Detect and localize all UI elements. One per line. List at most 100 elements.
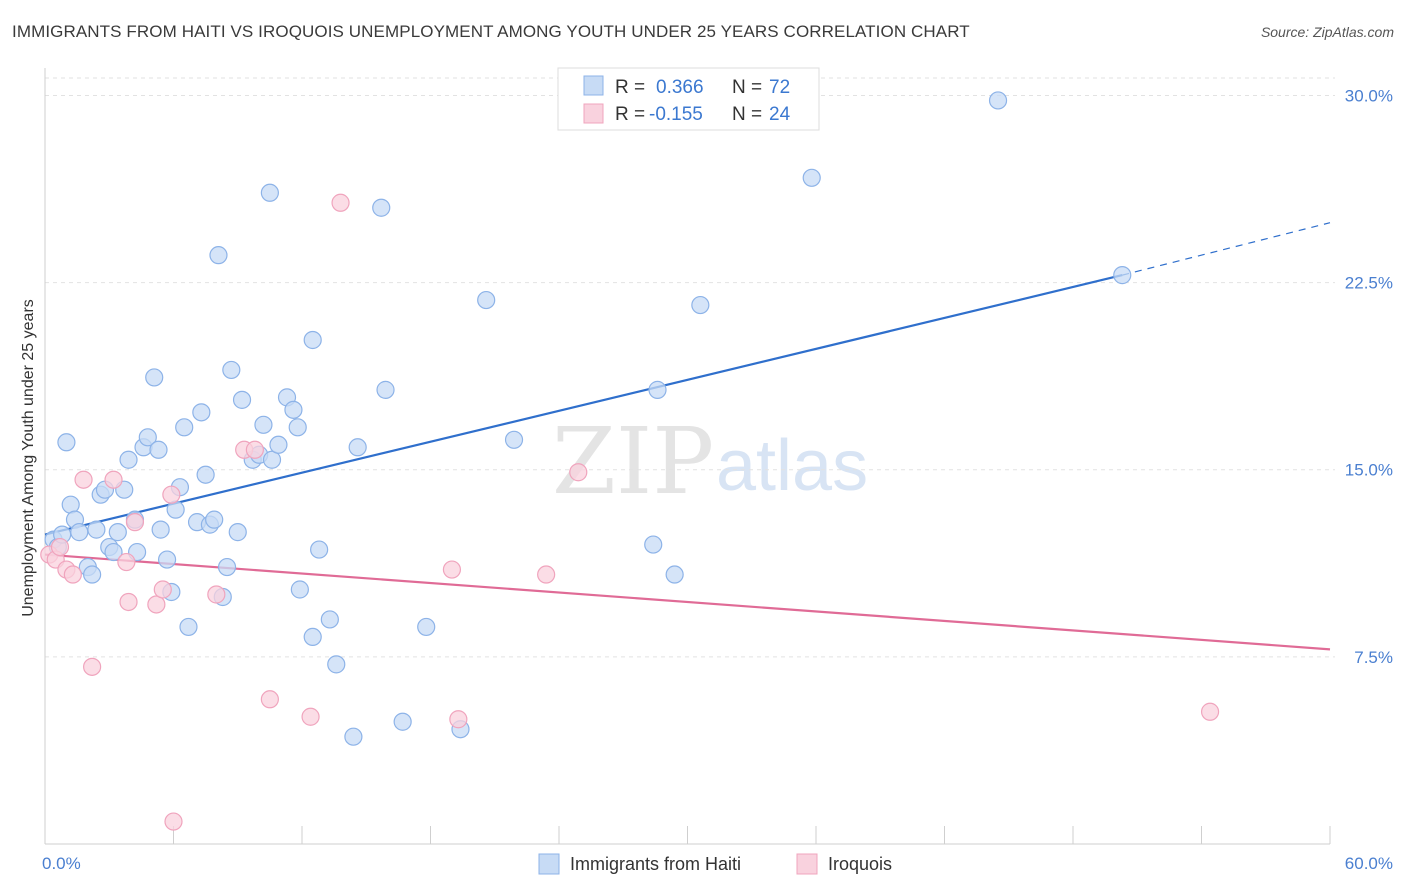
data-point bbox=[442, 560, 462, 579]
data-point bbox=[57, 433, 76, 452]
data-point bbox=[284, 400, 303, 419]
data-point bbox=[691, 295, 710, 315]
data-point bbox=[648, 380, 667, 399]
data-point bbox=[104, 542, 123, 562]
data-point bbox=[222, 360, 241, 380]
data-point bbox=[376, 380, 395, 399]
data-point bbox=[125, 513, 145, 532]
data-point bbox=[372, 198, 391, 217]
chart-source: Source: ZipAtlas.com bbox=[1260, 24, 1394, 40]
bottom-legend-label-haiti: Immigrants from Haiti bbox=[570, 854, 741, 874]
data-point bbox=[348, 438, 367, 457]
data-point bbox=[196, 465, 215, 484]
data-point bbox=[260, 690, 279, 709]
data-point bbox=[310, 540, 329, 559]
data-point bbox=[537, 565, 556, 584]
chart-title: IMMIGRANTS FROM HAITI VS IROQUOIS UNEMPL… bbox=[12, 22, 970, 41]
series-iroquois bbox=[40, 193, 1220, 831]
watermark-atlas: atlas bbox=[716, 426, 868, 506]
data-point bbox=[988, 91, 1008, 110]
data-point bbox=[153, 580, 172, 599]
data-point bbox=[449, 710, 468, 729]
data-point bbox=[344, 727, 363, 746]
trend-line-0 bbox=[44, 274, 1123, 536]
data-point bbox=[164, 812, 183, 831]
data-point bbox=[63, 565, 82, 584]
data-point bbox=[74, 470, 93, 489]
x-tick-label-min: 0.0% bbox=[42, 854, 81, 873]
data-point bbox=[119, 450, 138, 469]
legend-swatch-iroquois bbox=[583, 103, 604, 124]
data-point bbox=[331, 193, 350, 212]
data-point bbox=[245, 440, 264, 459]
x-axis-ticks bbox=[44, 826, 1331, 844]
legend-n-label-1: N = bbox=[732, 104, 762, 125]
x-tick-label-max: 60.0% bbox=[1345, 854, 1393, 873]
data-point bbox=[320, 610, 339, 629]
data-point bbox=[217, 557, 237, 577]
data-point bbox=[1113, 266, 1132, 285]
data-point bbox=[417, 617, 436, 637]
data-point bbox=[151, 520, 170, 539]
data-point bbox=[644, 535, 663, 554]
y-tick-label: 22.5% bbox=[1345, 274, 1393, 293]
legend-n-value-1: 24 bbox=[769, 104, 791, 125]
y-axis-label: Unemployment Among Youth under 25 years bbox=[20, 299, 37, 617]
data-point bbox=[477, 290, 496, 310]
data-point bbox=[232, 390, 252, 409]
data-point bbox=[665, 565, 684, 584]
data-point bbox=[50, 537, 70, 557]
data-point bbox=[108, 523, 127, 542]
data-point bbox=[117, 552, 136, 572]
data-point bbox=[290, 580, 309, 599]
data-point bbox=[262, 450, 282, 469]
data-point bbox=[288, 418, 307, 437]
watermark-zip: ZIP bbox=[552, 408, 714, 515]
y-tick-labels: 7.5% 15.0% 22.5% 30.0% bbox=[1345, 86, 1393, 666]
trend-line-1 bbox=[44, 553, 1331, 651]
legend-n-label-0: N = bbox=[732, 77, 762, 98]
data-point bbox=[269, 435, 288, 454]
data-point bbox=[1200, 702, 1220, 721]
data-point bbox=[205, 510, 224, 529]
legend-n-value-0: 72 bbox=[769, 77, 790, 98]
data-point bbox=[157, 550, 177, 569]
bottom-legend-swatch-haiti bbox=[538, 853, 560, 875]
trend-line-extension-0 bbox=[1122, 222, 1331, 276]
data-point bbox=[119, 592, 138, 612]
legend-r-value-1: -0.155 bbox=[649, 104, 703, 125]
data-point bbox=[70, 523, 89, 542]
data-point bbox=[179, 617, 198, 637]
stats-legend: R = 0.366 N = 72 R = -0.155 N = 24 bbox=[557, 67, 820, 131]
data-point bbox=[149, 440, 168, 459]
trend-lines bbox=[44, 222, 1331, 651]
data-point bbox=[138, 428, 157, 447]
data-point bbox=[303, 627, 322, 647]
data-point bbox=[166, 500, 185, 519]
data-point bbox=[254, 415, 273, 434]
data-point bbox=[301, 707, 320, 726]
data-point bbox=[162, 485, 181, 504]
data-point bbox=[504, 430, 524, 449]
legend-swatch-haiti bbox=[583, 75, 604, 96]
data-point bbox=[209, 246, 228, 265]
series-legend: Immigrants from Haiti Iroquois bbox=[538, 853, 892, 875]
watermark: ZIP atlas bbox=[552, 408, 868, 515]
data-point bbox=[207, 585, 226, 604]
data-point bbox=[228, 523, 247, 542]
data-point bbox=[145, 368, 164, 387]
data-point bbox=[104, 470, 123, 489]
legend-r-label-0: R = bbox=[615, 77, 645, 98]
series-immigrants-from-haiti bbox=[44, 91, 1132, 746]
data-point bbox=[260, 183, 279, 202]
data-point bbox=[147, 595, 166, 614]
data-point bbox=[175, 418, 194, 437]
y-tick-label: 15.0% bbox=[1345, 461, 1393, 480]
data-point bbox=[393, 712, 412, 731]
bottom-legend-swatch-iroquois bbox=[796, 853, 818, 875]
data-point bbox=[192, 403, 211, 422]
legend-r-label-1: R = bbox=[615, 104, 645, 125]
data-point bbox=[569, 463, 588, 482]
data-point bbox=[802, 168, 821, 187]
